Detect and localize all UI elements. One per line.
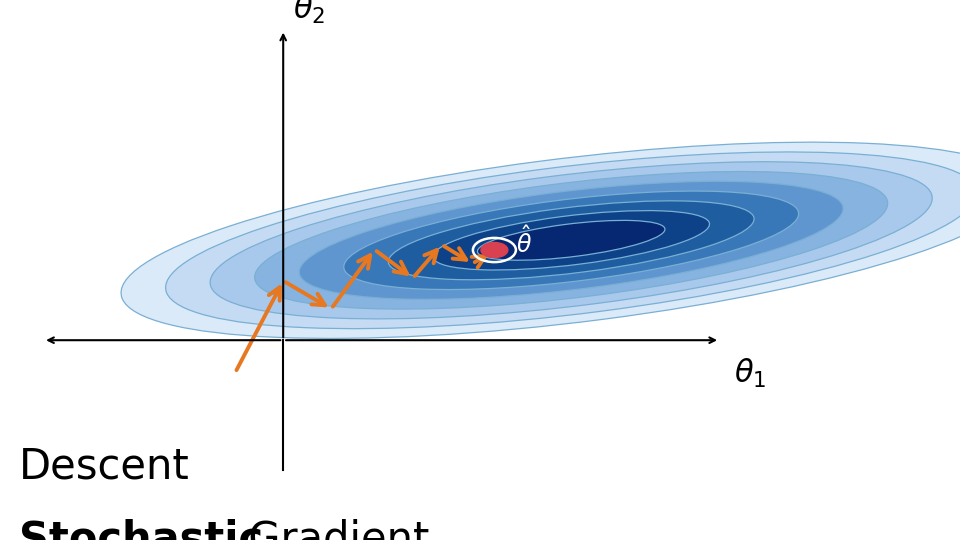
Ellipse shape	[165, 152, 960, 329]
Text: Descent: Descent	[19, 446, 190, 488]
Ellipse shape	[254, 172, 888, 309]
Text: Gradient: Gradient	[235, 518, 429, 540]
Ellipse shape	[344, 191, 799, 289]
Ellipse shape	[300, 181, 843, 299]
Text: Stochastic: Stochastic	[19, 518, 263, 540]
Text: $\theta_2$: $\theta_2$	[293, 0, 325, 26]
Ellipse shape	[210, 161, 932, 319]
Ellipse shape	[121, 142, 960, 339]
Text: $\theta_1$: $\theta_1$	[734, 356, 767, 389]
Text: $\hat{\theta}$: $\hat{\theta}$	[516, 226, 532, 258]
Ellipse shape	[433, 211, 709, 270]
Circle shape	[481, 242, 508, 258]
Ellipse shape	[477, 220, 665, 260]
Ellipse shape	[389, 201, 754, 280]
